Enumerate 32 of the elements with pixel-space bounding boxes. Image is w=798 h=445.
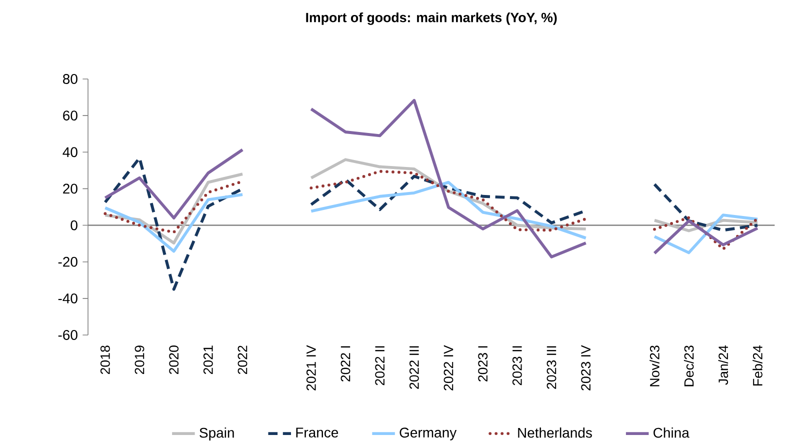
x-tick-label: 2019 bbox=[134, 346, 144, 374]
x-tick-label: 2023 I bbox=[478, 346, 488, 382]
chart-title: Import of goods: main markets (YoY, %) bbox=[306, 12, 557, 25]
y-tick-label: 0 bbox=[70, 220, 78, 230]
x-tick-label: 2022 bbox=[238, 346, 248, 374]
legend-label: France bbox=[296, 428, 338, 438]
x-tick-label: Feb/24 bbox=[752, 345, 762, 386]
x-tick-label: 2022 I bbox=[340, 346, 350, 382]
x-tick-label: 2023 IV bbox=[581, 345, 591, 390]
legend-label: Germany bbox=[400, 428, 457, 440]
x-tick-label: 2022 II bbox=[375, 346, 385, 386]
x-tick-label: 2021 bbox=[203, 346, 213, 374]
y-tick-label: 60 bbox=[63, 110, 78, 121]
x-tick-label: 2021 IV bbox=[306, 345, 316, 390]
y-tick-label: 40 bbox=[62, 147, 78, 158]
x-tick-label: Dec/23 bbox=[684, 346, 694, 386]
y-tick-label: 20 bbox=[63, 184, 78, 194]
y-tick-label: -20 bbox=[58, 256, 78, 267]
legend-label: China bbox=[654, 427, 690, 438]
y-tick-label: 80 bbox=[63, 74, 78, 84]
y-tick-label: -40 bbox=[58, 293, 78, 304]
legend-label: Spain bbox=[200, 427, 234, 441]
x-tick-label: Jan/24 bbox=[718, 345, 728, 385]
y-tick-label: -60 bbox=[58, 330, 78, 340]
x-tick-label: 2023 III bbox=[546, 346, 556, 389]
x-tick-label: 2018 bbox=[100, 346, 110, 374]
x-tick-label: 2022 IV bbox=[444, 345, 454, 390]
x-tick-label: 2022 III bbox=[409, 346, 419, 389]
x-tick-label: 2020 bbox=[169, 346, 179, 374]
x-tick-label: Nov/23 bbox=[650, 346, 660, 386]
legend-label: Netherlands bbox=[518, 427, 592, 438]
x-tick-label: 2023 II bbox=[512, 346, 522, 386]
